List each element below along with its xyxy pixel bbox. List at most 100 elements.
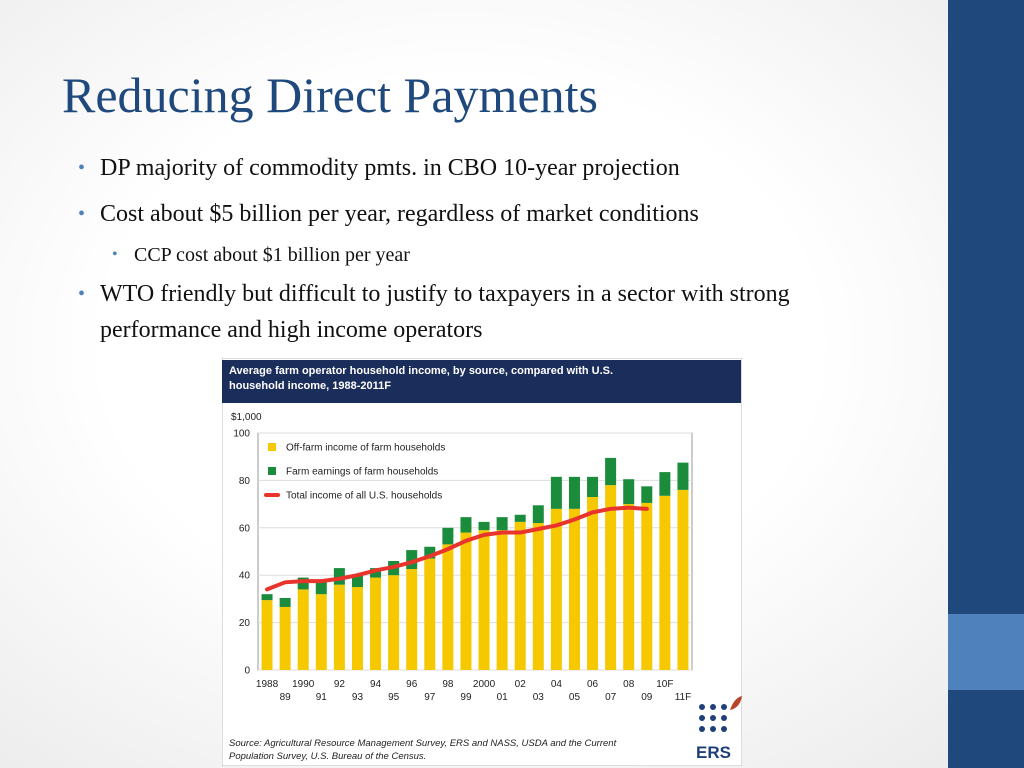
bar-segment <box>587 496 599 670</box>
bar-segment <box>424 558 436 670</box>
bar-segment <box>279 606 291 670</box>
x-tick-label: 01 <box>497 692 509 703</box>
y-tick-label: 60 <box>239 523 251 534</box>
bar-segment <box>478 530 490 670</box>
y-tick-label: 40 <box>239 571 251 582</box>
logo <box>699 696 742 732</box>
bar-segment <box>333 568 345 585</box>
x-tick-label: 91 <box>316 692 328 703</box>
legend-swatch <box>268 443 276 451</box>
plot-area <box>257 432 693 671</box>
legend-label: Farm earnings of farm households <box>286 467 438 478</box>
chart-title: Average farm operator household income, … <box>229 365 613 377</box>
x-tick-label: 05 <box>569 692 581 703</box>
bar-segment <box>677 462 689 490</box>
bullet-list: DP majority of commodity pmts. in CBO 10… <box>78 150 908 358</box>
line <box>265 505 649 592</box>
bar-segment <box>442 527 454 545</box>
bar-segment <box>568 508 580 670</box>
bar-segment <box>315 582 327 595</box>
bar-segment <box>659 495 671 670</box>
bar-segment <box>370 568 382 578</box>
x-tick-label: 96 <box>406 679 418 690</box>
x-tick-label: 98 <box>442 679 454 690</box>
bar-segment <box>623 479 635 505</box>
bullet: WTO friendly but difficult to justify to… <box>78 276 908 348</box>
x-tick-label: 10F <box>656 679 673 690</box>
bar-segment <box>550 476 562 509</box>
bar-segment <box>351 575 363 588</box>
bar-segment <box>641 486 653 503</box>
bar-segment <box>496 517 508 531</box>
x-tick-label: 02 <box>515 679 527 690</box>
bar-segment <box>406 569 418 670</box>
bar-segment <box>406 550 418 570</box>
y-tick-label: 80 <box>239 476 251 487</box>
side-accent <box>948 614 1024 690</box>
x-tick-label: 97 <box>424 692 436 703</box>
legend-label: Total income of all U.S. households <box>286 491 442 502</box>
bar-segment <box>370 577 382 670</box>
x-tick-label: 08 <box>623 679 635 690</box>
x-tick-label: 93 <box>352 692 364 703</box>
bar-segment <box>442 544 454 670</box>
bar-segment <box>550 508 562 670</box>
y-tick-label: 100 <box>233 429 250 440</box>
bullet: DP majority of commodity pmts. in CBO 10… <box>78 150 908 186</box>
source: Population Survey, U.S. Bureau of the Ce… <box>229 751 426 762</box>
bar-segment <box>641 502 653 670</box>
bar-segment <box>261 600 273 670</box>
x-tick-label: 92 <box>334 679 346 690</box>
bar-segment <box>460 517 472 533</box>
x-tick-label: 99 <box>460 692 472 703</box>
x-tick-label: 1988 <box>256 679 279 690</box>
chart-header <box>222 360 741 403</box>
sub-bullet: CCP cost about $1 billion per year <box>112 242 908 268</box>
bar-segment <box>460 532 472 670</box>
x-tick-label: 95 <box>388 692 400 703</box>
logo-text: ERS <box>696 743 731 762</box>
bar-segment <box>587 476 599 497</box>
bar-segment <box>514 521 526 670</box>
chart-title: household income, 1988-2011F <box>229 380 391 392</box>
bar-segment <box>261 594 273 601</box>
bar-segment <box>388 575 400 670</box>
x-tick-label: 09 <box>641 692 653 703</box>
slide-title: Reducing Direct Payments <box>62 67 598 123</box>
bar-segment <box>351 587 363 670</box>
legend-swatch <box>268 467 276 475</box>
x-tick-label: 03 <box>533 692 545 703</box>
bar-segment <box>659 472 671 496</box>
chart: Average farm operator household income, … <box>222 358 742 766</box>
bar-segment <box>677 489 689 670</box>
y-unit: $1,000 <box>231 412 262 423</box>
legend-label: Off-farm income of farm households <box>286 443 445 454</box>
bar-segment <box>623 504 635 670</box>
x-tick-label: 06 <box>587 679 599 690</box>
y-tick-label: 20 <box>239 618 251 629</box>
x-tick-label: 07 <box>605 692 617 703</box>
source: Source: Agricultural Resource Management… <box>229 738 617 749</box>
bullet: Cost about $5 billion per year, regardle… <box>78 196 908 232</box>
bar-segment <box>532 505 544 524</box>
bar-segment <box>297 589 309 670</box>
x-tick-label: 11F <box>675 692 692 703</box>
bar-segment <box>297 577 309 590</box>
bar-segment <box>478 521 490 531</box>
bar-segment <box>315 594 327 670</box>
bar-segment <box>532 523 544 670</box>
x-tick-label: 89 <box>280 692 292 703</box>
bar-segment <box>496 530 508 670</box>
x-tick-label: 1990 <box>292 679 315 690</box>
x-tick-label: 04 <box>551 679 563 690</box>
bar-segment <box>568 476 580 509</box>
y-tick-label: 0 <box>244 666 250 677</box>
bar-segment <box>333 584 345 670</box>
x-tick-label: 94 <box>370 679 382 690</box>
bar-segment <box>605 457 617 486</box>
bar-segment <box>424 546 436 559</box>
bar-segment <box>279 597 291 607</box>
x-tick-label: 2000 <box>473 679 496 690</box>
bar-segment <box>514 514 526 522</box>
